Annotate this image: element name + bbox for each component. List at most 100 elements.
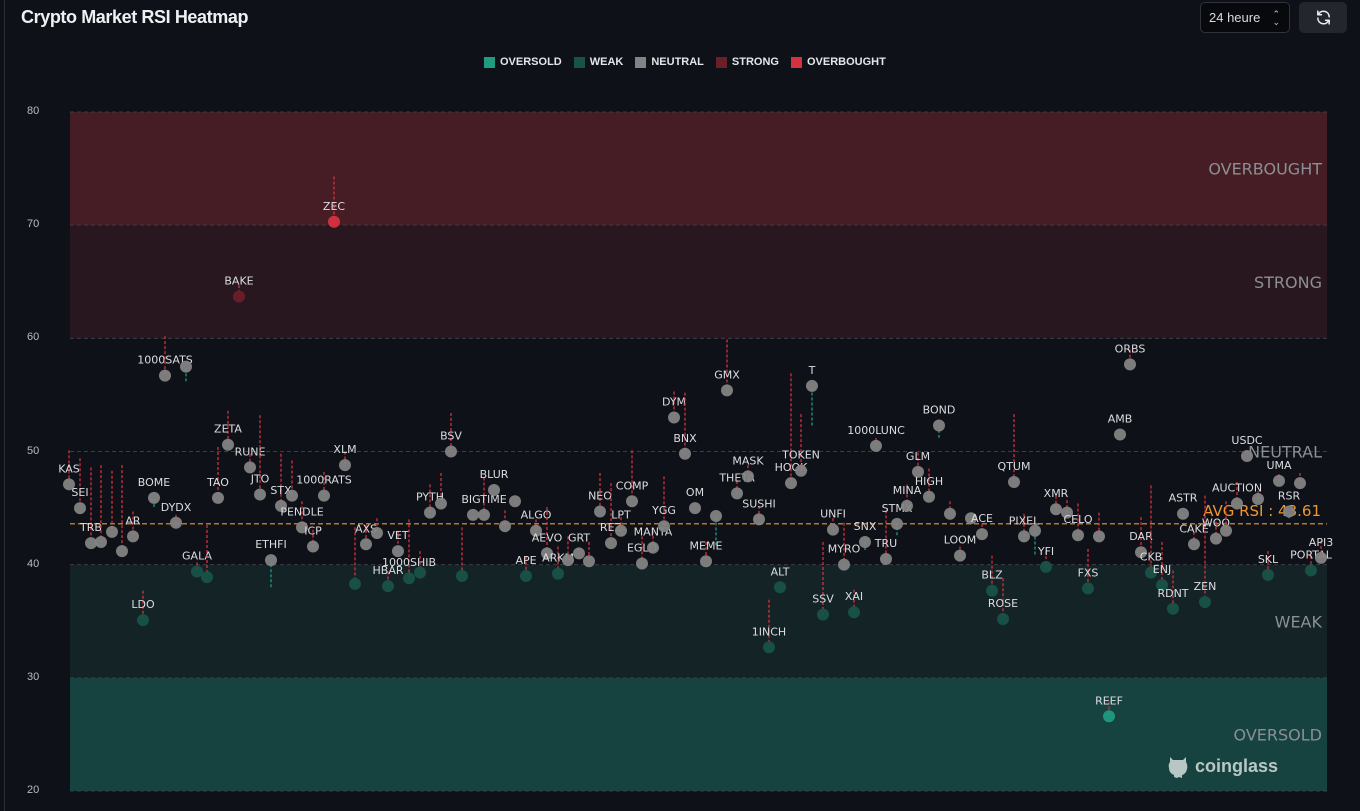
data-point-loom[interactable]: LOOM bbox=[944, 534, 977, 562]
data-point-amb[interactable]: AMB bbox=[1108, 413, 1133, 441]
data-point-xmr[interactable]: XMR bbox=[1044, 487, 1069, 516]
data-point-meme[interactable]: MEME bbox=[690, 539, 723, 568]
data-point[interactable] bbox=[499, 510, 511, 533]
data-point-bnx[interactable]: BNX bbox=[673, 392, 697, 460]
data-point[interactable] bbox=[944, 501, 956, 520]
period-select[interactable]: 24 heure ⌃ ⌄ bbox=[1200, 2, 1290, 33]
data-point-t[interactable]: T bbox=[806, 364, 818, 426]
data-point[interactable] bbox=[286, 460, 298, 502]
data-point-zec[interactable]: ZEC bbox=[323, 176, 345, 228]
data-point-uma[interactable]: UMA bbox=[1266, 459, 1292, 487]
data-point-jto[interactable]: JTO bbox=[250, 415, 270, 501]
data-point-api3[interactable]: API3 bbox=[1309, 536, 1333, 564]
data-point-xai[interactable]: XAI bbox=[845, 589, 863, 619]
legend-item-neutral[interactable]: NEUTRAL bbox=[635, 56, 704, 68]
data-point[interactable] bbox=[435, 473, 447, 510]
data-point-mask[interactable]: MASK bbox=[732, 454, 764, 483]
data-point-gala[interactable]: GALA bbox=[182, 549, 212, 578]
data-point-ckb[interactable]: CKB bbox=[1140, 485, 1162, 579]
data-point[interactable] bbox=[95, 465, 107, 549]
legend-item-weak[interactable]: WEAK bbox=[573, 56, 623, 68]
data-point-bsv[interactable]: BSV bbox=[440, 413, 462, 458]
data-point[interactable] bbox=[201, 525, 213, 584]
data-point-bake[interactable]: BAKE bbox=[224, 274, 254, 303]
data-point[interactable] bbox=[1252, 491, 1264, 506]
data-point-grt[interactable]: GRT bbox=[568, 531, 590, 560]
data-point[interactable] bbox=[1220, 501, 1232, 537]
data-point-comp[interactable]: COMP bbox=[616, 450, 649, 508]
data-point-glm[interactable]: GLM bbox=[906, 450, 930, 478]
data-point-icp[interactable]: ICP bbox=[304, 525, 322, 553]
data-point[interactable] bbox=[106, 470, 118, 538]
data-point-high[interactable]: HIGH bbox=[915, 468, 943, 503]
data-point-gmx[interactable]: GMX bbox=[714, 339, 740, 397]
data-point-zeta[interactable]: ZETA bbox=[214, 410, 242, 451]
data-point-fxs[interactable]: FXS bbox=[1078, 548, 1099, 595]
data-point-cake[interactable]: CAKE bbox=[1179, 522, 1209, 551]
data-point-1000sats[interactable]: 1000SATS bbox=[137, 336, 193, 382]
data-point-hbar[interactable]: HBAR bbox=[373, 564, 404, 593]
data-point-myro[interactable]: MYRO bbox=[828, 522, 861, 571]
data-point[interactable] bbox=[710, 510, 722, 546]
data-point[interactable] bbox=[456, 527, 468, 582]
data-point-dydx[interactable]: DYDX bbox=[161, 501, 192, 529]
data-point-neo[interactable]: NEO bbox=[588, 473, 612, 518]
data-point[interactable] bbox=[116, 465, 128, 558]
data-point-aevo[interactable]: AEVO bbox=[532, 506, 563, 560]
legend-item-oversold[interactable]: OVERSOLD bbox=[484, 56, 562, 68]
data-point-sei[interactable]: SEI bbox=[71, 458, 89, 515]
data-point-trb[interactable]: TRB bbox=[79, 467, 102, 550]
data-point-yfi[interactable]: YFI bbox=[1037, 545, 1054, 573]
data-point-blur[interactable]: BLUR bbox=[480, 468, 509, 496]
data-point-rdnt[interactable]: RDNT bbox=[1157, 570, 1189, 615]
data-point-lpt[interactable]: LPT bbox=[611, 509, 631, 537]
data-point-rune[interactable]: RUNE bbox=[235, 445, 266, 474]
data-point[interactable] bbox=[1093, 512, 1105, 543]
data-point-ape[interactable]: APE bbox=[515, 554, 537, 582]
data-point-reef[interactable]: REEF bbox=[1095, 694, 1123, 723]
data-point-kas[interactable]: KAS bbox=[58, 450, 80, 491]
data-point-snx[interactable]: SNX bbox=[854, 520, 877, 550]
data-point[interactable] bbox=[467, 508, 479, 521]
data-point[interactable] bbox=[1061, 500, 1073, 519]
data-point-ldo[interactable]: LDO bbox=[131, 590, 155, 627]
data-point[interactable] bbox=[180, 360, 192, 382]
data-point[interactable] bbox=[371, 518, 383, 539]
data-point[interactable] bbox=[583, 542, 595, 568]
data-point-alt[interactable]: ALT bbox=[771, 565, 790, 594]
data-point[interactable] bbox=[509, 495, 521, 508]
data-point-bigtime[interactable]: BIGTIME bbox=[461, 477, 507, 521]
data-point-pendle[interactable]: PENDLE bbox=[280, 501, 324, 534]
data-point-skl[interactable]: SKL bbox=[1258, 551, 1279, 581]
data-point-vet[interactable]: VET bbox=[387, 529, 409, 558]
data-point-ygg[interactable]: YGG bbox=[651, 476, 676, 533]
data-point-1000lunc[interactable]: 1000LUNC bbox=[847, 424, 905, 452]
data-point-sushi[interactable]: SUSHI bbox=[742, 497, 776, 526]
data-point-1000shib[interactable]: 1000SHIB bbox=[382, 519, 436, 585]
data-point-bome[interactable]: BOME bbox=[138, 476, 171, 507]
data-point-blz[interactable]: BLZ bbox=[981, 555, 1003, 597]
data-point-pixel[interactable]: PIXEL bbox=[1009, 513, 1040, 543]
data-point-mina[interactable]: MINA bbox=[893, 484, 922, 512]
data-point-enj[interactable]: ENJ bbox=[1153, 542, 1171, 592]
data-point-ssv[interactable]: SSV bbox=[812, 542, 834, 621]
data-point-celo[interactable]: CELO bbox=[1063, 503, 1093, 542]
data-point-bond[interactable]: BOND bbox=[923, 403, 956, 438]
data-point-rsr[interactable]: RSR bbox=[1278, 489, 1301, 519]
refresh-button[interactable] bbox=[1299, 2, 1347, 33]
data-point-qtum[interactable]: QTUM bbox=[998, 414, 1031, 489]
data-point-astr[interactable]: ASTR bbox=[1169, 492, 1198, 520]
legend-item-strong[interactable]: STRONG bbox=[715, 56, 779, 68]
data-point[interactable] bbox=[414, 551, 426, 579]
data-point-dym[interactable]: DYM bbox=[662, 391, 686, 424]
data-point-dar[interactable]: DAR bbox=[1129, 517, 1153, 559]
data-point-1inch[interactable]: 1INCH bbox=[752, 599, 786, 654]
data-point-tru[interactable]: TRU bbox=[874, 510, 897, 566]
data-point[interactable] bbox=[1294, 473, 1306, 490]
data-point-ar[interactable]: AR bbox=[125, 511, 141, 543]
data-point-1000rats[interactable]: 1000RATS bbox=[296, 471, 352, 502]
data-point-xlm[interactable]: XLM bbox=[333, 443, 357, 472]
data-point[interactable] bbox=[1029, 524, 1041, 555]
data-point-unfi[interactable]: UNFI bbox=[820, 508, 846, 536]
data-point-usdc[interactable]: USDC bbox=[1231, 434, 1263, 463]
